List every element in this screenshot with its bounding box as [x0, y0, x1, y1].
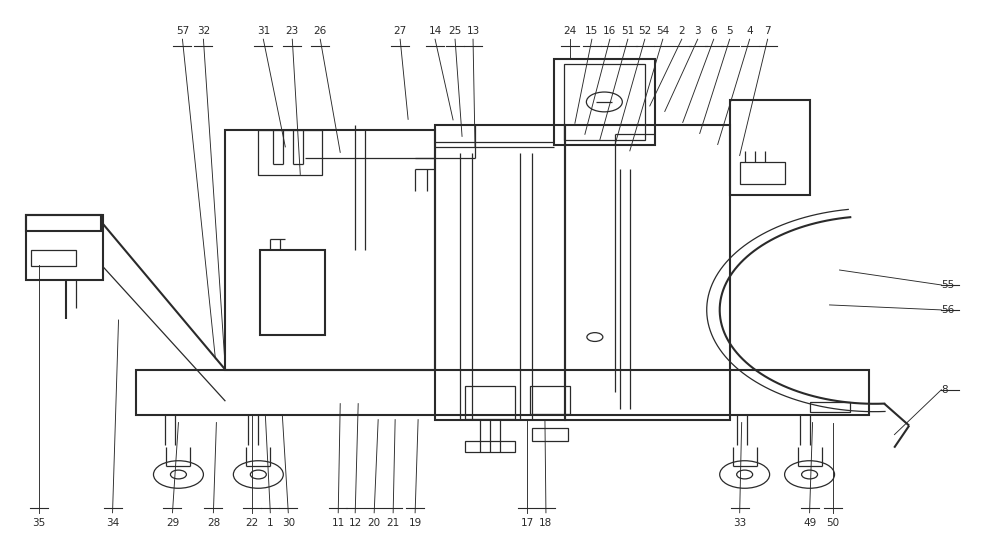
Text: 6: 6 [710, 26, 717, 36]
Bar [465, 442, 515, 452]
Text: 29: 29 [166, 518, 179, 528]
Bar [26, 215, 101, 231]
Text: 22: 22 [246, 518, 259, 528]
Text: 32: 32 [197, 26, 210, 36]
Text: 14: 14 [428, 26, 442, 36]
Text: 51: 51 [621, 26, 634, 36]
Bar [532, 428, 568, 442]
Bar [530, 386, 570, 414]
Text: 26: 26 [314, 26, 327, 36]
Bar [435, 125, 565, 420]
Text: 21: 21 [387, 518, 400, 528]
Text: 3: 3 [694, 26, 701, 36]
Text: 34: 34 [106, 518, 119, 528]
Text: 12: 12 [349, 518, 362, 528]
Text: 49: 49 [803, 518, 816, 528]
Text: 17: 17 [520, 518, 534, 528]
Bar [810, 402, 850, 412]
Bar [26, 215, 103, 280]
Bar [136, 370, 869, 415]
Bar [730, 100, 810, 195]
Text: 1: 1 [267, 518, 274, 528]
Text: 55: 55 [941, 280, 955, 290]
Text: 28: 28 [207, 518, 220, 528]
Text: 16: 16 [603, 26, 616, 36]
Text: 35: 35 [32, 518, 45, 528]
Bar [554, 59, 655, 145]
Text: 18: 18 [539, 518, 553, 528]
Text: 11: 11 [332, 518, 345, 528]
Text: 50: 50 [826, 518, 839, 528]
Bar [740, 162, 785, 184]
Text: 54: 54 [656, 26, 669, 36]
Bar [564, 64, 645, 140]
Text: 13: 13 [466, 26, 480, 36]
Bar [258, 130, 322, 175]
Text: 15: 15 [585, 26, 598, 36]
Text: 19: 19 [408, 518, 422, 528]
Text: 56: 56 [941, 305, 955, 315]
Text: 27: 27 [394, 26, 407, 36]
Text: 24: 24 [563, 26, 577, 36]
Text: 7: 7 [764, 26, 771, 36]
Text: 8: 8 [941, 385, 948, 395]
Bar [565, 125, 730, 420]
Text: 4: 4 [746, 26, 753, 36]
Text: 30: 30 [282, 518, 295, 528]
Text: 5: 5 [726, 26, 733, 36]
Text: 23: 23 [286, 26, 299, 36]
Bar [31, 250, 76, 266]
Text: 57: 57 [176, 26, 189, 36]
Text: 52: 52 [638, 26, 651, 36]
Text: 31: 31 [257, 26, 270, 36]
Text: 25: 25 [448, 26, 462, 36]
Text: 2: 2 [678, 26, 685, 36]
Text: 33: 33 [733, 518, 746, 528]
Bar [260, 250, 325, 335]
Bar [225, 130, 435, 370]
Text: 20: 20 [368, 518, 381, 528]
Bar [465, 386, 515, 420]
